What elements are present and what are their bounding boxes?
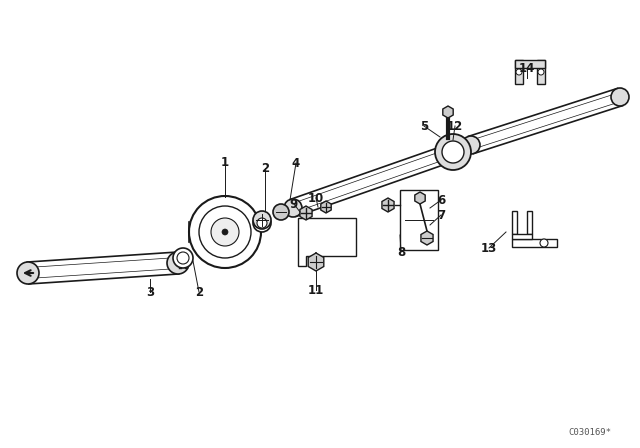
Polygon shape: [443, 106, 453, 118]
Text: 4: 4: [292, 156, 300, 169]
Circle shape: [273, 204, 289, 220]
Polygon shape: [321, 201, 331, 213]
Text: 9: 9: [290, 198, 298, 211]
Text: 1: 1: [221, 155, 229, 168]
Polygon shape: [290, 143, 456, 216]
Text: 2: 2: [261, 161, 269, 175]
Polygon shape: [512, 211, 517, 234]
Text: 13: 13: [481, 241, 497, 254]
Polygon shape: [515, 60, 523, 84]
Text: 11: 11: [308, 284, 324, 297]
Polygon shape: [298, 218, 356, 266]
Circle shape: [538, 69, 544, 75]
Text: 8: 8: [397, 246, 405, 258]
Polygon shape: [527, 211, 532, 234]
Polygon shape: [28, 252, 179, 284]
Polygon shape: [308, 253, 324, 271]
Circle shape: [173, 248, 193, 268]
Circle shape: [189, 196, 261, 268]
Circle shape: [222, 229, 228, 235]
Circle shape: [257, 218, 267, 228]
Text: 5: 5: [420, 120, 428, 133]
Polygon shape: [382, 198, 394, 212]
Text: 3: 3: [146, 285, 154, 298]
Polygon shape: [421, 231, 433, 245]
Circle shape: [435, 134, 471, 170]
Polygon shape: [400, 190, 438, 250]
Circle shape: [211, 218, 239, 246]
Text: 6: 6: [437, 194, 445, 207]
Circle shape: [17, 262, 39, 284]
Circle shape: [177, 252, 189, 264]
Circle shape: [462, 136, 480, 154]
Polygon shape: [300, 206, 312, 220]
Text: 12: 12: [447, 120, 463, 133]
Text: 10: 10: [308, 191, 324, 204]
Text: 2: 2: [195, 285, 203, 298]
Circle shape: [253, 214, 271, 232]
Circle shape: [516, 69, 522, 75]
Circle shape: [284, 199, 302, 217]
Polygon shape: [537, 60, 545, 84]
Polygon shape: [415, 192, 425, 204]
Text: C030169*: C030169*: [568, 427, 611, 436]
Circle shape: [199, 206, 251, 258]
Text: 7: 7: [437, 208, 445, 221]
Polygon shape: [512, 234, 532, 239]
Circle shape: [442, 141, 464, 163]
Circle shape: [540, 239, 548, 247]
Text: 14: 14: [519, 61, 535, 74]
Circle shape: [253, 211, 271, 229]
Circle shape: [167, 252, 189, 274]
Polygon shape: [515, 60, 545, 68]
Circle shape: [444, 143, 462, 161]
Circle shape: [611, 88, 629, 106]
Polygon shape: [512, 239, 557, 247]
Polygon shape: [468, 88, 623, 154]
